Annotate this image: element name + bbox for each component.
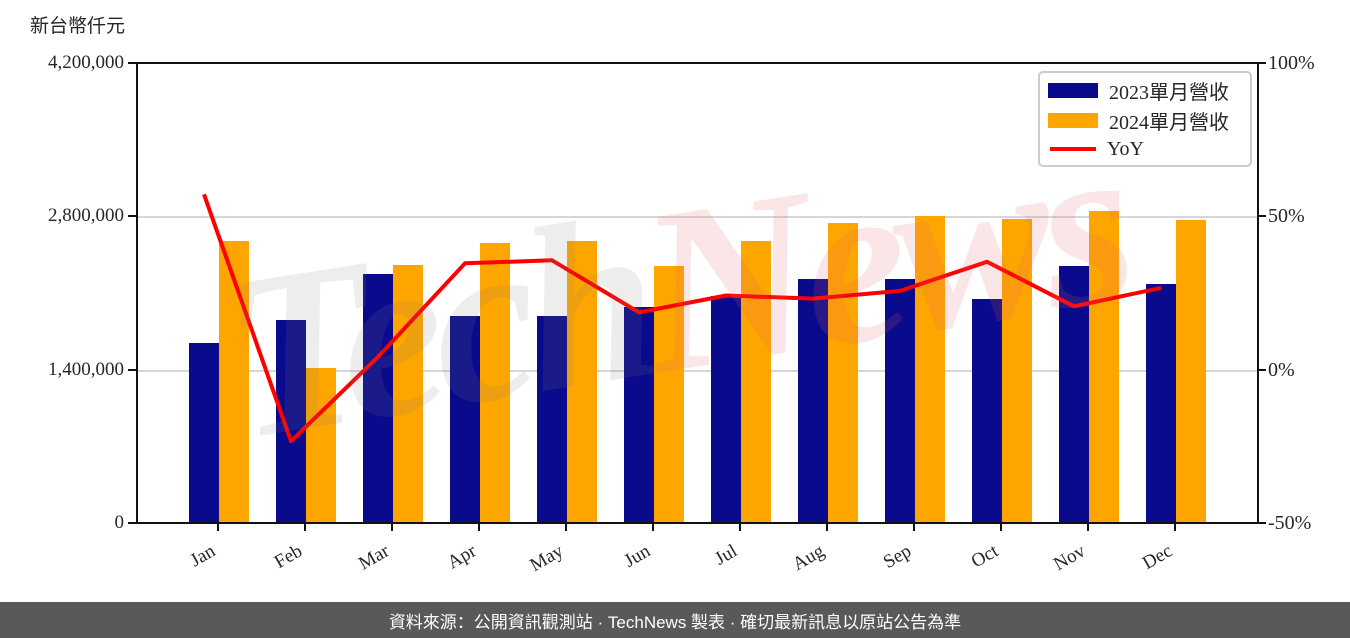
legend-label-2023: 2023單月營收 bbox=[1109, 82, 1229, 104]
legend-item-2023: 2023單月營收 bbox=[1048, 78, 1242, 104]
bar-2024-jul bbox=[741, 241, 771, 522]
bar-2024-dec bbox=[1176, 220, 1206, 522]
bar-2024-may bbox=[567, 241, 597, 522]
legend-label-yoy: YoY bbox=[1107, 137, 1144, 160]
right-tick--50% bbox=[1257, 522, 1266, 524]
x-tick-dec bbox=[1174, 523, 1176, 531]
legend: 2023單月營收 2024單月營收 YoY bbox=[1038, 71, 1252, 167]
y-tick-4,200,000 bbox=[128, 62, 137, 64]
x-tick-feb bbox=[304, 523, 306, 531]
y-tick-label-2,800,000: 2,800,000 bbox=[48, 205, 124, 227]
right-tick-label--50%: -50% bbox=[1268, 512, 1312, 534]
x-tick-label-jan: Jan bbox=[186, 540, 219, 572]
right-tick-label-50%: 50% bbox=[1268, 205, 1305, 228]
yoy-line-layer bbox=[202, 193, 1162, 444]
source-caption: 資料來源：公開資訊觀測站 · TechNews 製表 · 確切最新訊息以原站公告… bbox=[388, 612, 962, 632]
bar-2024-oct bbox=[1002, 219, 1032, 522]
gridline-1,400,000 bbox=[138, 369, 1257, 372]
x-tick-label-jul: Jul bbox=[711, 540, 741, 570]
source-caption-bar: 資料來源：公開資訊觀測站 · TechNews 製表 · 確切最新訊息以原站公告… bbox=[0, 602, 1350, 638]
bar-2023-nov bbox=[1059, 266, 1089, 522]
x-tick-label-may: May bbox=[526, 540, 567, 577]
bar-2024-nov bbox=[1089, 210, 1119, 522]
x-tick-label-dec: Dec bbox=[1139, 540, 1176, 574]
x-tick-label-nov: Nov bbox=[1050, 540, 1089, 576]
x-tick-may bbox=[565, 523, 567, 531]
legend-label-2024: 2024單月營收 bbox=[1109, 112, 1229, 134]
bar-2023-sep bbox=[885, 279, 915, 522]
legend-swatch-2024 bbox=[1048, 113, 1098, 128]
bar-2023-feb bbox=[276, 320, 306, 522]
right-tick-100% bbox=[1257, 62, 1266, 64]
right-tick-label-0%: 0% bbox=[1268, 358, 1295, 381]
bar-2023-jul bbox=[711, 296, 741, 522]
legend-swatch-yoy-line bbox=[1050, 147, 1096, 151]
x-tick-label-oct: Oct bbox=[967, 540, 1002, 573]
right-tick-label-100%: 100% bbox=[1268, 52, 1315, 74]
x-tick-jan bbox=[217, 523, 219, 531]
bar-2024-feb bbox=[306, 368, 336, 522]
x-tick-sep bbox=[913, 523, 915, 531]
x-tick-oct bbox=[1000, 523, 1002, 531]
legend-swatch-2023 bbox=[1048, 83, 1098, 98]
x-tick-label-mar: Mar bbox=[355, 540, 393, 575]
legend-item-2024: 2024單月營收 bbox=[1048, 108, 1242, 134]
bar-2024-aug bbox=[828, 223, 858, 522]
bar-2023-apr bbox=[450, 315, 480, 522]
gridline-2,800,000 bbox=[138, 216, 1257, 219]
x-tick-label-feb: Feb bbox=[270, 540, 306, 573]
yoy-line bbox=[202, 193, 1162, 444]
x-tick-aug bbox=[826, 523, 828, 531]
x-tick-label-aug: Aug bbox=[789, 540, 828, 576]
y-tick-2,800,000 bbox=[128, 215, 137, 218]
bar-2023-oct bbox=[972, 298, 1002, 522]
x-tick-jun bbox=[652, 523, 654, 531]
bar-2024-jan bbox=[219, 240, 249, 522]
y-tick-1,400,000 bbox=[128, 368, 137, 371]
y-tick-label-0: 0 bbox=[114, 512, 125, 533]
bar-2023-mar bbox=[363, 274, 393, 522]
bar-2023-jan bbox=[189, 343, 219, 522]
bar-2023-jun bbox=[624, 307, 654, 522]
x-tick-jul bbox=[739, 523, 741, 531]
y-tick-label-4,200,000: 4,200,000 bbox=[48, 52, 124, 73]
bar-2024-apr bbox=[480, 243, 510, 522]
bar-2023-dec bbox=[1146, 284, 1176, 522]
bar-2023-aug bbox=[798, 279, 828, 522]
x-tick-label-sep: Sep bbox=[879, 540, 915, 573]
x-tick-mar bbox=[391, 523, 393, 531]
x-tick-label-jun: Jun bbox=[620, 540, 654, 572]
y-tick-label-1,400,000: 1,400,000 bbox=[48, 358, 124, 380]
bar-2024-mar bbox=[393, 264, 423, 522]
x-tick-label-apr: Apr bbox=[443, 540, 480, 574]
x-tick-nov bbox=[1087, 523, 1089, 531]
bar-2024-sep bbox=[915, 216, 945, 522]
y-tick-0 bbox=[128, 522, 137, 524]
legend-item-yoy: YoY bbox=[1048, 138, 1242, 161]
y-axis-unit-label: 新台幣仟元 bbox=[30, 16, 126, 37]
x-tick-apr bbox=[478, 523, 480, 531]
right-tick-50% bbox=[1257, 215, 1266, 218]
right-tick-0% bbox=[1257, 368, 1266, 371]
bar-2023-may bbox=[537, 315, 567, 522]
plot-area bbox=[136, 62, 1259, 524]
